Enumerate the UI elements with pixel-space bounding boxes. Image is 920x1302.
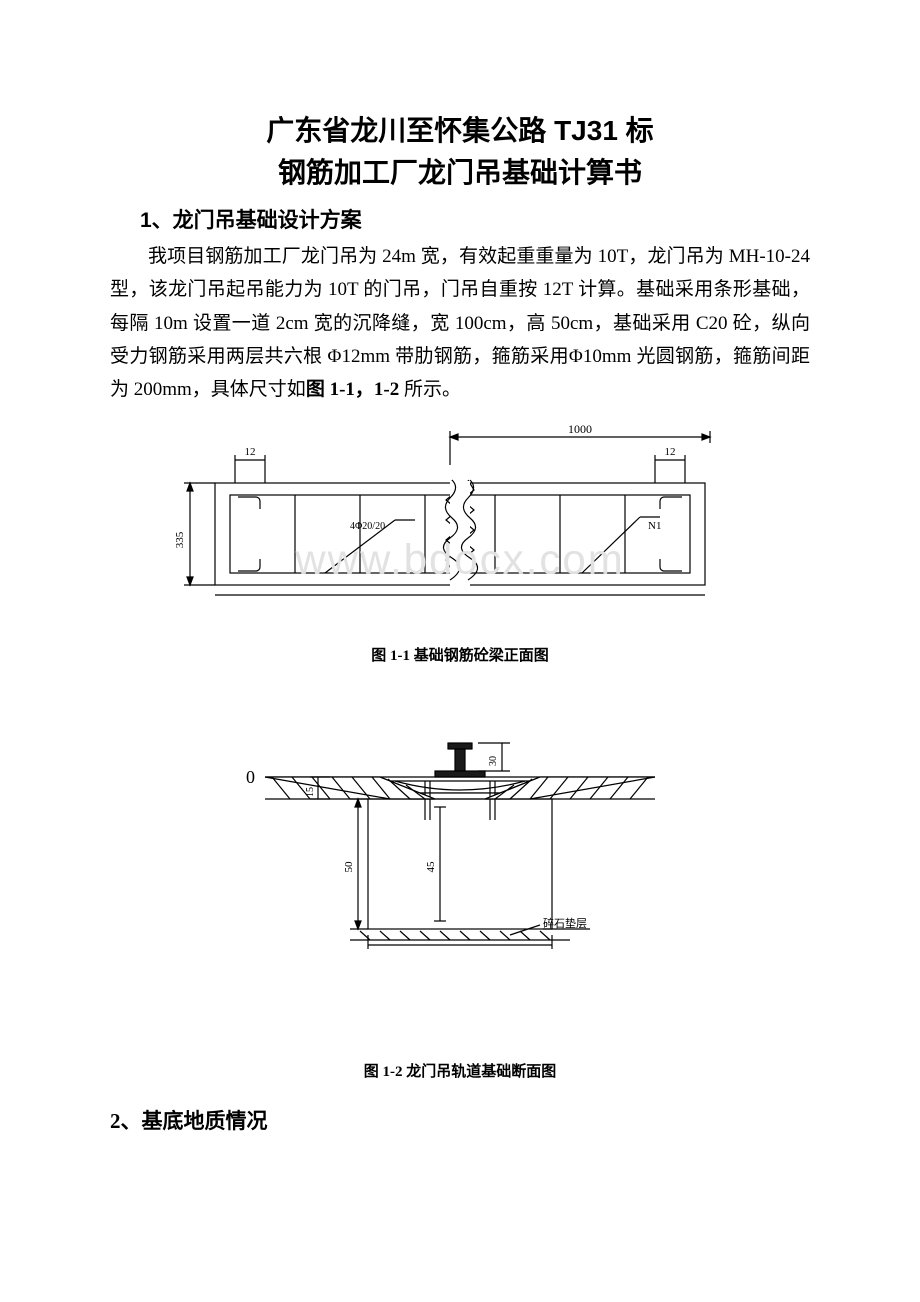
para-bold-ref: 图 1-1，1-2: [306, 379, 399, 400]
figure-1-2-svg: 30 0: [210, 735, 710, 1015]
dim-30: 30: [488, 756, 499, 766]
figure-1-1-svg: 1000 12 12: [150, 425, 770, 635]
figure-1-2-caption: 图 1-2 龙门吊轨道基础断面图: [110, 1060, 810, 1081]
section-1-heading: 1、龙门吊基础设计方案: [140, 204, 810, 234]
figure-1-1: 1000 12 12: [110, 425, 810, 665]
base-layer-note: 碎石垫层: [543, 916, 587, 930]
dim-45: 45: [425, 861, 437, 873]
title-line-1: 广东省龙川至怀集公路 TJ31 标: [110, 110, 810, 152]
dim-15: 15: [305, 787, 316, 797]
dim-50: 50: [343, 861, 355, 873]
figure-1-2: 30 0: [110, 735, 810, 1081]
fig1-right-note: N1: [648, 520, 661, 532]
section-1-paragraph: 我项目钢筋加工厂龙门吊为 24m 宽，有效起重重量为 10T，龙门吊为 MH-1…: [110, 240, 810, 406]
para-text: 我项目钢筋加工厂龙门吊为 24m 宽，有效起重重量为 10T，龙门吊为 MH-1…: [110, 246, 810, 400]
document-title: 广东省龙川至怀集公路 TJ31 标 钢筋加工厂龙门吊基础计算书: [110, 110, 810, 194]
dim-left-12: 12: [245, 446, 256, 458]
para-tail: 所示。: [399, 379, 461, 400]
dim-right-12: 12: [665, 446, 676, 458]
ground-zero: 0: [246, 767, 255, 787]
dim-height-335: 335: [174, 532, 186, 549]
fig1-left-note: 4Φ20/20: [350, 521, 385, 532]
figure-1-1-caption: 图 1-1 基础钢筋砼梁正面图: [110, 644, 810, 665]
dim-1000: 1000: [568, 425, 592, 436]
section-2-heading: 2、基底地质情况: [110, 1105, 810, 1135]
title-line-2: 钢筋加工厂龙门吊基础计算书: [110, 152, 810, 194]
